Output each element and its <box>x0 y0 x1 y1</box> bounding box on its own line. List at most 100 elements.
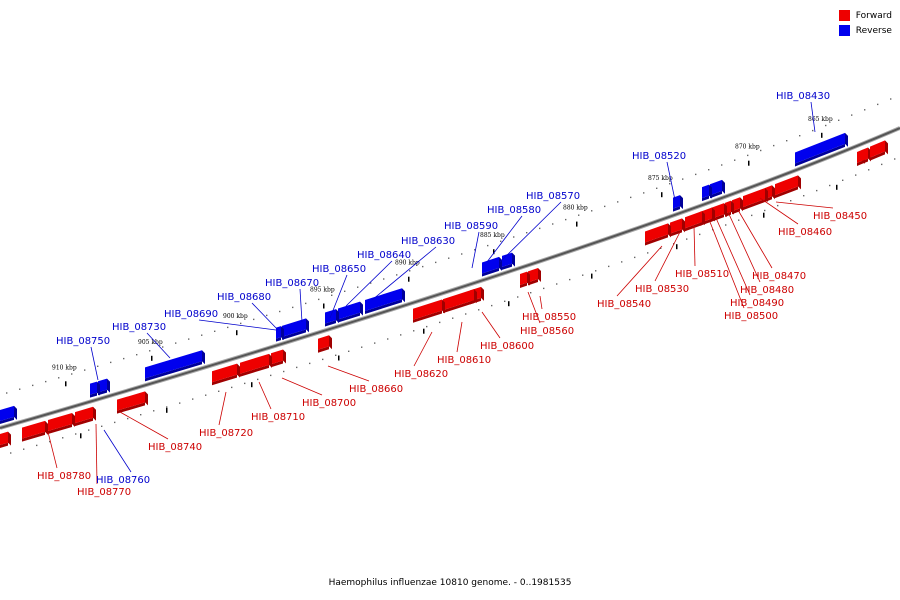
leader-line <box>775 201 834 209</box>
tick-dot <box>764 209 766 212</box>
legend-item-reverse: Reverse <box>838 23 892 38</box>
forward-gene-feature[interactable] <box>670 218 685 237</box>
forward-gene-feature[interactable] <box>48 412 75 435</box>
forward-gene-feature[interactable] <box>645 223 671 246</box>
legend: Forward Reverse <box>838 8 892 38</box>
feature-body <box>75 406 93 424</box>
feature-side <box>722 179 725 194</box>
forward-gene-feature[interactable] <box>743 187 768 211</box>
gene-label-hib-08530[interactable]: HIB_08530 <box>635 284 689 295</box>
feature-side <box>8 431 11 446</box>
gene-label-hib-08470[interactable]: HIB_08470 <box>752 271 806 282</box>
gene-label-hib-08430[interactable]: HIB_08430 <box>776 91 830 102</box>
reverse-gene-feature[interactable] <box>365 288 405 314</box>
forward-gene-feature[interactable] <box>271 349 286 368</box>
feature-body <box>645 223 668 243</box>
gene-label-hib-08780[interactable]: HIB_08780 <box>37 471 91 482</box>
gene-label-hib-08560[interactable]: HIB_08560 <box>520 326 574 337</box>
gene-label-hib-08700[interactable]: HIB_08700 <box>302 398 356 409</box>
gene-label-hib-08650[interactable]: HIB_08650 <box>312 264 366 275</box>
forward-gene-feature[interactable] <box>862 147 871 164</box>
reverse-gene-feature[interactable] <box>325 309 339 327</box>
reverse-gene-feature[interactable] <box>282 318 309 340</box>
gene-label-hib-08450[interactable]: HIB_08450 <box>813 211 867 222</box>
feature-body <box>775 175 798 196</box>
forward-gene-feature[interactable] <box>117 391 148 414</box>
tick-dot <box>58 377 60 379</box>
gene-label-hib-08570[interactable]: HIB_08570 <box>526 191 580 202</box>
gene-label-hib-08770[interactable]: HIB_08770 <box>77 487 131 498</box>
gene-label-hib-08490[interactable]: HIB_08490 <box>730 298 784 309</box>
feature-shadow <box>520 282 527 288</box>
forward-gene-feature[interactable] <box>212 363 240 386</box>
feature-shadow <box>365 299 402 314</box>
leader-line <box>810 101 816 133</box>
forward-gene-feature[interactable] <box>443 289 477 314</box>
gene-label-hib-08640[interactable]: HIB_08640 <box>357 250 411 261</box>
gene-label-hib-08460[interactable]: HIB_08460 <box>778 227 832 238</box>
reverse-gene-feature[interactable] <box>0 405 17 424</box>
gene-label-hib-08660[interactable]: HIB_08660 <box>349 384 403 395</box>
feature-side <box>731 200 734 215</box>
reverse-gene-feature[interactable] <box>338 301 363 323</box>
forward-gene-feature[interactable] <box>870 140 888 161</box>
map-caption: Haemophilus influenzae 10810 genome. - 0… <box>328 578 572 588</box>
forward-gene-feature[interactable] <box>775 175 801 199</box>
forward-gene-feature[interactable] <box>318 335 332 353</box>
gene-label-hib-08670[interactable]: HIB_08670 <box>265 278 319 289</box>
forward-gene-feature[interactable] <box>75 406 96 427</box>
forward-gene-feature[interactable] <box>0 431 11 448</box>
forward-gene-feature[interactable] <box>528 267 541 286</box>
reverse-gene-feature[interactable] <box>502 252 515 270</box>
gene-label-hib-08520[interactable]: HIB_08520 <box>632 151 686 162</box>
reverse-gene-feature[interactable] <box>145 350 205 382</box>
feature-shadow <box>318 346 329 353</box>
reverse-gene-feature[interactable] <box>90 381 100 398</box>
gene-label-hib-08750[interactable]: HIB_08750 <box>56 336 110 347</box>
gene-label-hib-08550[interactable]: HIB_08550 <box>522 312 576 323</box>
gene-label-hib-08500[interactable]: HIB_08500 <box>724 311 778 322</box>
reverse-gene-feature[interactable] <box>702 184 712 202</box>
reverse-gene-feature[interactable] <box>795 132 848 167</box>
tick-dot <box>227 326 229 329</box>
tick-dot <box>595 270 597 272</box>
tick-dot <box>244 382 246 385</box>
gene-label-hib-08590[interactable]: HIB_08590 <box>444 221 498 232</box>
scale-label: 870 kbp <box>735 144 760 151</box>
gene-label-hib-08510[interactable]: HIB_08510 <box>675 269 729 280</box>
gene-label-hib-08480[interactable]: HIB_08480 <box>740 285 794 296</box>
forward-gene-feature[interactable] <box>685 211 705 232</box>
forward-gene-feature[interactable] <box>22 420 48 442</box>
feature-shadow <box>0 416 14 424</box>
reverse-gene-feature[interactable] <box>710 179 725 199</box>
gene-label-hib-08720[interactable]: HIB_08720 <box>199 428 253 439</box>
gene-label-hib-08730[interactable]: HIB_08730 <box>112 322 166 333</box>
feature-side <box>885 140 888 155</box>
gene-label-hib-08580[interactable]: HIB_08580 <box>487 205 541 216</box>
feature-shadow <box>22 431 45 442</box>
leader-line <box>471 231 480 269</box>
gene-label-hib-08540[interactable]: HIB_08540 <box>597 299 651 310</box>
tick-dot <box>71 373 73 375</box>
gene-label-hib-08610[interactable]: HIB_08610 <box>437 355 491 366</box>
gene-label-hib-08620[interactable]: HIB_08620 <box>394 369 448 380</box>
gene-label-hib-08600[interactable]: HIB_08600 <box>480 341 534 352</box>
major-tick <box>251 382 253 388</box>
gene-label-hib-08690[interactable]: HIB_08690 <box>164 309 218 320</box>
feature-shadow <box>670 229 682 237</box>
forward-gene-feature[interactable] <box>240 353 272 377</box>
gene-label-hib-08630[interactable]: HIB_08630 <box>401 236 455 247</box>
forward-gene-feature[interactable] <box>413 299 445 323</box>
tick-dot <box>10 452 12 454</box>
gene-label-hib-08740[interactable]: HIB_08740 <box>148 442 202 453</box>
gene-label-hib-08710[interactable]: HIB_08710 <box>251 412 305 423</box>
gene-label-hib-08680[interactable]: HIB_08680 <box>217 292 271 303</box>
leader-line <box>737 209 773 269</box>
reverse-gene-feature[interactable] <box>98 378 110 396</box>
feature-side <box>527 271 530 286</box>
feature-side <box>772 185 775 200</box>
forward-gene-feature[interactable] <box>520 271 530 288</box>
gene-label-hib-08760[interactable]: HIB_08760 <box>96 475 150 486</box>
feature-shadow <box>710 190 722 199</box>
